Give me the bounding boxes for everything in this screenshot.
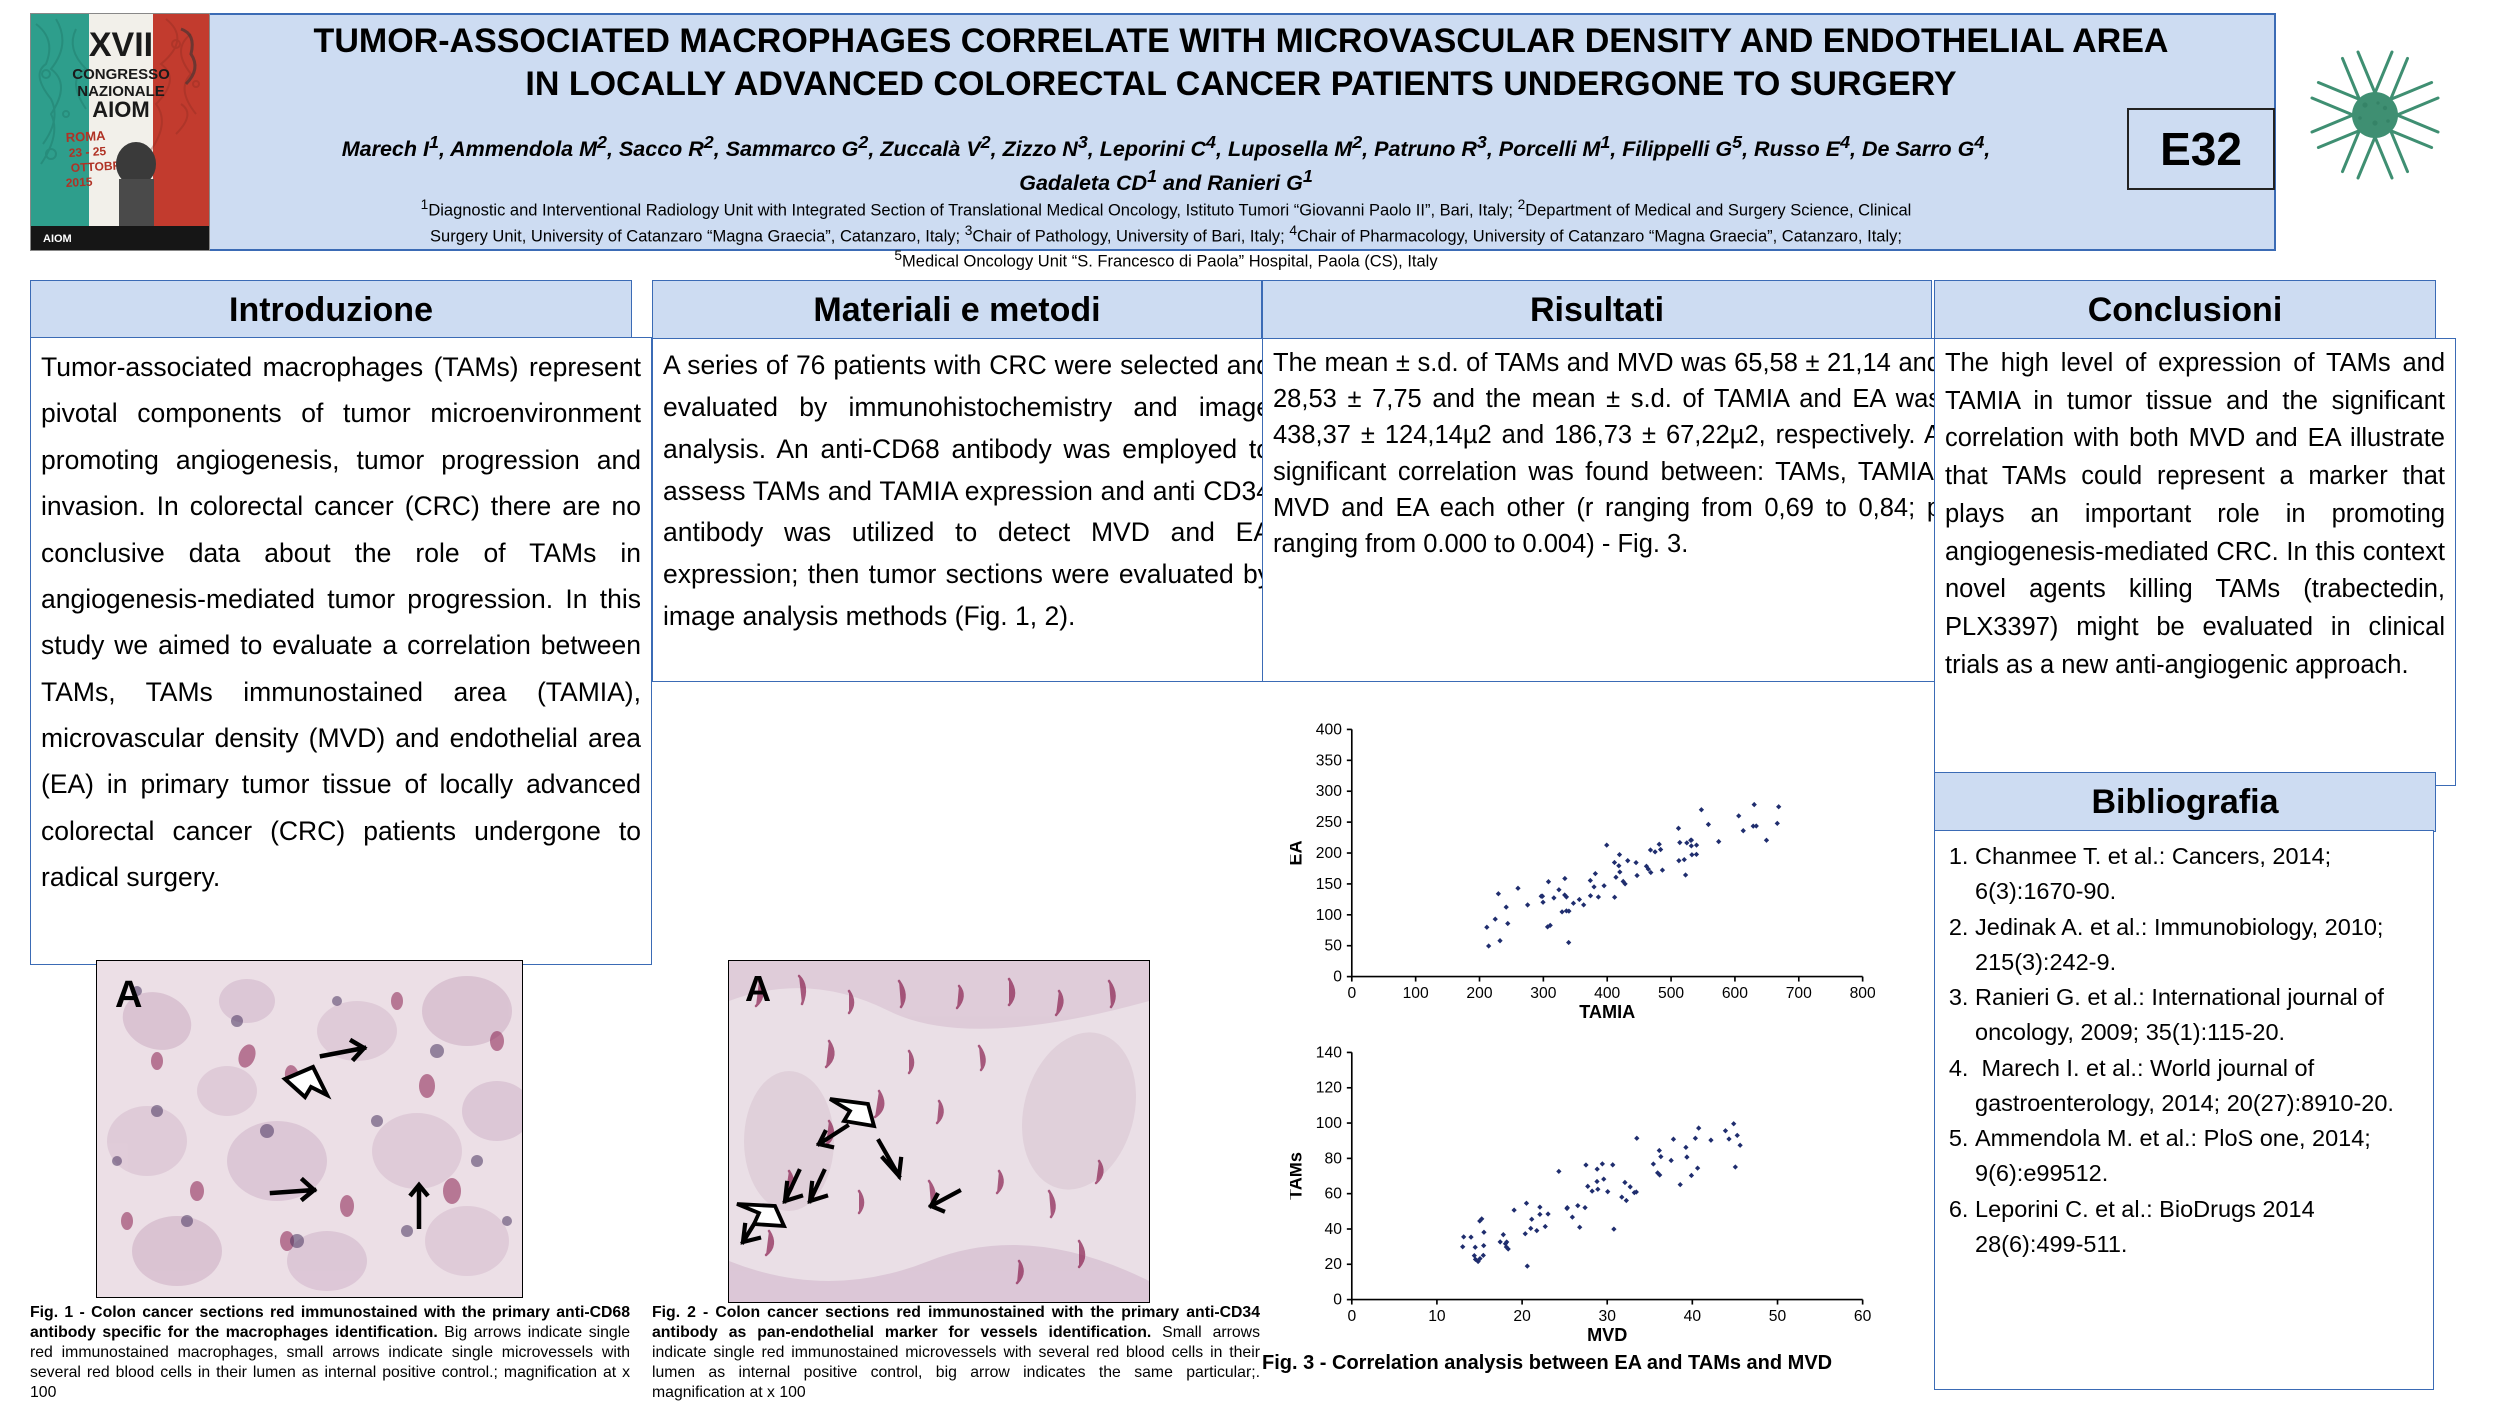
svg-text:TAMIA: TAMIA — [1579, 1002, 1635, 1022]
svg-text:10: 10 — [1428, 1308, 1446, 1325]
svg-text:AIOM: AIOM — [43, 233, 72, 245]
svg-text:A: A — [745, 968, 771, 1009]
svg-text:20: 20 — [1325, 1256, 1343, 1273]
svg-text:200: 200 — [1316, 845, 1342, 862]
svg-text:TAMs: TAMs — [1290, 1152, 1306, 1200]
svg-text:700: 700 — [1786, 985, 1812, 1002]
svg-text:A: A — [115, 974, 142, 1016]
svg-text:60: 60 — [1854, 1308, 1872, 1325]
svg-text:AIOM: AIOM — [92, 97, 149, 122]
svg-text:100: 100 — [1316, 1115, 1342, 1132]
svg-text:50: 50 — [1325, 938, 1343, 955]
svg-text:0: 0 — [1333, 969, 1342, 986]
svg-text:2015: 2015 — [65, 175, 93, 190]
svg-text:350: 350 — [1316, 752, 1342, 769]
svg-text:MVD: MVD — [1587, 1325, 1627, 1345]
svg-text:150: 150 — [1316, 876, 1342, 893]
svg-text:60: 60 — [1325, 1186, 1343, 1203]
svg-text:200: 200 — [1466, 985, 1492, 1002]
svg-text:40: 40 — [1684, 1308, 1702, 1325]
svg-text:400: 400 — [1594, 985, 1620, 1002]
svg-text:600: 600 — [1722, 985, 1748, 1002]
svg-text:20: 20 — [1513, 1308, 1531, 1325]
svg-text:40: 40 — [1325, 1221, 1343, 1238]
svg-text:0: 0 — [1347, 985, 1356, 1002]
svg-text:50: 50 — [1769, 1308, 1787, 1325]
svg-text:0: 0 — [1347, 1308, 1356, 1325]
svg-text:400: 400 — [1316, 721, 1342, 738]
svg-text:300: 300 — [1316, 783, 1342, 800]
svg-text:0: 0 — [1333, 1292, 1342, 1309]
svg-text:800: 800 — [1850, 985, 1875, 1002]
svg-text:100: 100 — [1403, 985, 1429, 1002]
svg-text:23 - 25: 23 - 25 — [68, 144, 106, 160]
svg-text:140: 140 — [1316, 1044, 1342, 1061]
svg-text:XVII: XVII — [89, 26, 153, 64]
svg-text:30: 30 — [1599, 1308, 1617, 1325]
svg-text:EA: EA — [1290, 840, 1306, 865]
svg-text:300: 300 — [1530, 985, 1556, 1002]
svg-text:120: 120 — [1316, 1080, 1342, 1097]
svg-text:500: 500 — [1658, 985, 1684, 1002]
svg-text:ROMA: ROMA — [65, 128, 106, 145]
svg-text:250: 250 — [1316, 814, 1342, 831]
svg-text:100: 100 — [1316, 907, 1342, 924]
svg-text:CONGRESSO: CONGRESSO — [72, 66, 170, 83]
svg-text:80: 80 — [1325, 1150, 1343, 1167]
